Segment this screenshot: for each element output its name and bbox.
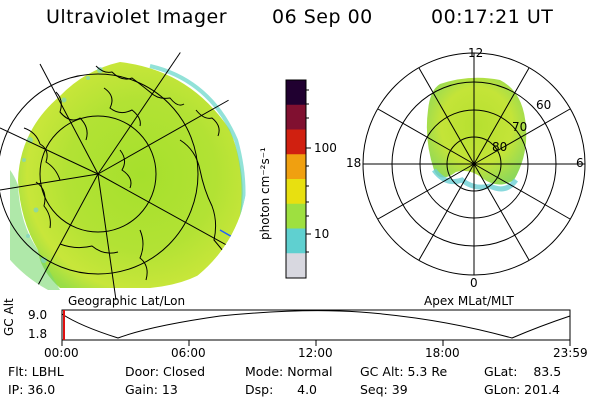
info-glat: GLat: 83.5 xyxy=(484,364,562,379)
info-glon: GLon: 201.4 xyxy=(484,382,560,397)
colorbar-band xyxy=(286,80,306,106)
altitude-trace xyxy=(61,310,571,339)
info-gc-alt: GC Alt: 5.3 Re xyxy=(360,364,448,379)
mlt-label-6: 6 xyxy=(576,156,584,170)
altitude-ytick-9: 9.0 xyxy=(28,308,48,322)
altitude-ylabel: GC Alt xyxy=(2,298,16,336)
geographic-globe-panel xyxy=(0,46,248,301)
colorbar xyxy=(285,79,307,279)
polar-auroral-oval xyxy=(426,77,527,185)
altitude-xtick-1800: 18:00 xyxy=(425,346,460,360)
colorbar-tick-10: 10 xyxy=(314,227,330,241)
altitude-ytick-1-8: 1.8 xyxy=(28,327,48,341)
mlt-label-0: 0 xyxy=(470,276,478,290)
mlat-label-60: 60 xyxy=(536,98,552,112)
colorbar-band xyxy=(286,129,306,155)
info-door: Door: Closed xyxy=(125,364,206,379)
colorbar-band xyxy=(286,203,306,229)
altitude-xtick-0600: 06:00 xyxy=(171,346,206,360)
mlat-label-80: 80 xyxy=(492,140,508,154)
info-gain: Gain: 13 xyxy=(125,382,178,397)
colorbar-band xyxy=(286,228,306,254)
mlt-label-12: 12 xyxy=(468,46,484,60)
info-seq: Seq: 39 xyxy=(360,382,408,397)
colorbar-ticks xyxy=(306,89,311,253)
colorbar-band xyxy=(286,179,306,205)
colorbar-band xyxy=(286,253,306,279)
colorbar-band xyxy=(286,104,306,130)
colorbar-band xyxy=(286,154,306,180)
auroral-emission-region xyxy=(18,62,243,288)
info-dsp: Dsp: 4.0 xyxy=(245,382,318,397)
time-label: 00:17:21 UT xyxy=(431,6,554,28)
mlat-label-70: 70 xyxy=(512,120,528,134)
geographic-panel-label: Geographic Lat/Lon xyxy=(68,294,186,308)
info-ip: IP: 36.0 xyxy=(8,382,56,397)
altitude-plot xyxy=(61,309,571,346)
polar-panel-label: Apex MLat/MLT xyxy=(424,294,514,308)
info-flt: Flt: LBHL xyxy=(8,364,64,379)
instrument-title: Ultraviolet Imager xyxy=(46,6,228,28)
altitude-xtick-1200: 12:00 xyxy=(298,346,333,360)
date-label: 06 Sep 00 xyxy=(272,6,373,28)
polar-panel xyxy=(362,52,586,276)
altitude-xtick-2359: 23:59 xyxy=(553,346,588,360)
colorbar-tick-100: 100 xyxy=(314,141,337,155)
info-mode: Mode: Normal xyxy=(245,364,333,379)
altitude-xtick-0000: 00:00 xyxy=(44,346,79,360)
mlt-label-18: 18 xyxy=(346,156,362,170)
colorbar-unit-label: photon cm⁻²s⁻¹ xyxy=(258,147,272,240)
